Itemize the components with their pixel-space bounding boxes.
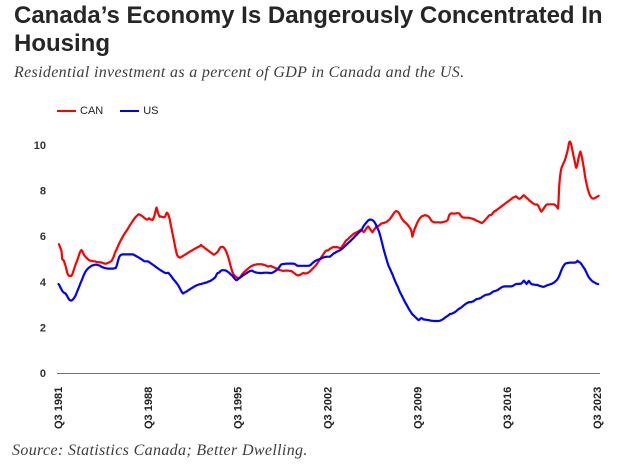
svg-text:Q3 2016: Q3 2016 xyxy=(502,387,514,429)
svg-text:4: 4 xyxy=(40,277,47,289)
svg-text:Q3 1981: Q3 1981 xyxy=(53,387,65,429)
svg-text:Q3 1995: Q3 1995 xyxy=(233,387,245,429)
svg-text:Q3 2002: Q3 2002 xyxy=(323,387,335,429)
svg-text:10: 10 xyxy=(34,140,46,152)
svg-text:8: 8 xyxy=(40,186,46,198)
svg-text:Q3 1988: Q3 1988 xyxy=(143,387,155,429)
svg-text:Q3 2009: Q3 2009 xyxy=(412,387,424,429)
svg-text:Q3 2023: Q3 2023 xyxy=(592,387,604,429)
svg-text:2: 2 xyxy=(40,322,46,334)
svg-text:6: 6 xyxy=(40,231,46,243)
svg-text:0: 0 xyxy=(40,368,46,380)
